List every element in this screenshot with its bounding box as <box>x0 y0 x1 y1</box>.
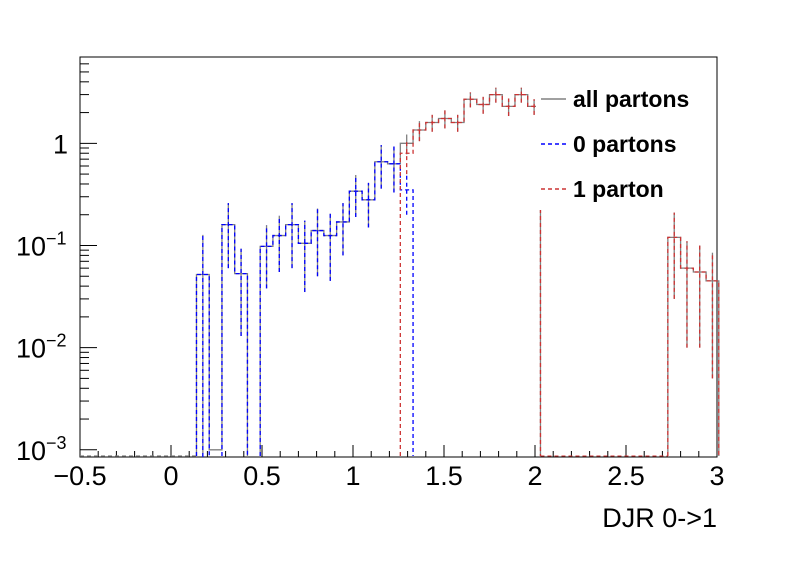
series-step-line <box>195 161 414 456</box>
legend-label: 0 partons <box>573 131 677 157</box>
minor-ticks <box>79 56 718 457</box>
y-tick-exponent: −1 <box>46 228 67 248</box>
y-tick-label: 10−1 <box>16 228 67 261</box>
y-tick-label: 10−3 <box>16 433 67 466</box>
y-tick-label: 10−2 <box>16 331 67 364</box>
series-1 <box>195 145 414 457</box>
x-axis-title: DJR 0->1 <box>602 503 717 533</box>
y-tick-exponent: −3 <box>46 433 67 453</box>
series-layer <box>80 87 720 457</box>
x-tick-label: −0.5 <box>53 461 106 491</box>
x-tick-label: 2 <box>527 461 542 491</box>
x-tick-label: 0 <box>163 461 178 491</box>
series-2 <box>399 87 720 456</box>
x-tick-label: 0.5 <box>243 461 281 491</box>
x-tick-labels: −0.5 0 0.5 1 1.5 2 2.5 3 <box>53 461 724 491</box>
x-tick-label: 1.5 <box>425 461 463 491</box>
x-tick-label: 3 <box>709 461 724 491</box>
plot-frame <box>79 56 718 458</box>
y-tick-labels: 10−3 10−2 10−1 1 <box>16 129 68 465</box>
legend-label: 1 parton <box>573 176 664 202</box>
x-tick-label: 1 <box>345 461 360 491</box>
legend: all partons 0 partons 1 parton <box>536 80 714 210</box>
y-tick-exponent: −2 <box>46 331 67 351</box>
x-tick-label: 2.5 <box>607 461 645 491</box>
legend-label: all partons <box>573 86 689 112</box>
y-tick-label: 1 <box>53 129 68 159</box>
